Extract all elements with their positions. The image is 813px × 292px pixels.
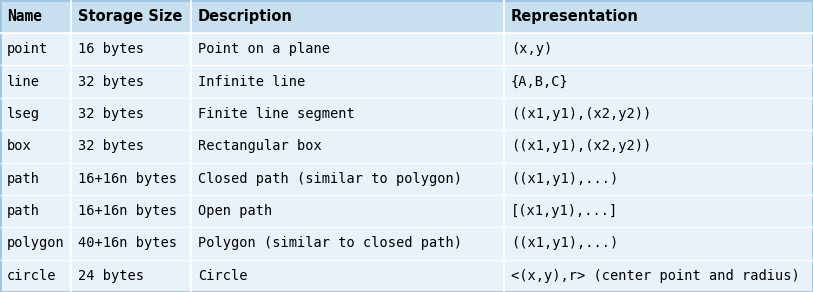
Text: Polygon (similar to closed path): Polygon (similar to closed path) (198, 237, 462, 251)
Text: line: line (7, 74, 40, 88)
Bar (504, 33, 813, 65)
Text: Closed path (similar to polygon): Closed path (similar to polygon) (198, 172, 462, 186)
Bar (0, 130, 71, 163)
Text: polygon: polygon (7, 237, 65, 251)
Text: Infinite line: Infinite line (198, 74, 306, 88)
Bar (71, 195, 191, 227)
Bar (0, 260, 71, 292)
Bar (504, 98, 813, 130)
Bar (71, 65, 191, 98)
Bar (0, 98, 71, 130)
Text: 24 bytes: 24 bytes (78, 269, 144, 283)
Text: lseg: lseg (7, 107, 40, 121)
Text: Point on a plane: Point on a plane (198, 42, 330, 56)
Text: ((x1,y1),...): ((x1,y1),...) (511, 172, 619, 186)
Bar (504, 163, 813, 195)
Bar (0, 0, 71, 33)
Bar (71, 260, 191, 292)
Text: circle: circle (7, 269, 56, 283)
Bar (191, 33, 504, 65)
Bar (191, 98, 504, 130)
Bar (71, 130, 191, 163)
Bar (71, 33, 191, 65)
Text: (x,y): (x,y) (511, 42, 552, 56)
Text: 40+16n bytes: 40+16n bytes (78, 237, 176, 251)
Text: path: path (7, 172, 40, 186)
Text: 32 bytes: 32 bytes (78, 139, 144, 153)
Text: Rectangular box: Rectangular box (198, 139, 322, 153)
Bar (0, 227, 71, 260)
Bar (191, 65, 504, 98)
Text: Description: Description (198, 9, 293, 24)
Text: path: path (7, 204, 40, 218)
Bar (71, 163, 191, 195)
Text: <(x,y),r> (center point and radius): <(x,y),r> (center point and radius) (511, 269, 800, 283)
Text: Storage Size: Storage Size (78, 9, 182, 24)
Text: box: box (7, 139, 32, 153)
Bar (0, 163, 71, 195)
Bar (0, 195, 71, 227)
Text: {A,B,C}: {A,B,C} (511, 74, 569, 88)
Bar (504, 130, 813, 163)
Bar (504, 195, 813, 227)
Bar (504, 227, 813, 260)
Text: 16+16n bytes: 16+16n bytes (78, 172, 176, 186)
Bar (0, 65, 71, 98)
Bar (191, 130, 504, 163)
Bar (191, 163, 504, 195)
Bar (191, 195, 504, 227)
Bar (191, 0, 504, 33)
Text: point: point (7, 42, 48, 56)
Text: Representation: Representation (511, 9, 639, 24)
Text: ((x1,y1),...): ((x1,y1),...) (511, 237, 619, 251)
Text: 16+16n bytes: 16+16n bytes (78, 204, 176, 218)
Text: ((x1,y1),(x2,y2)): ((x1,y1),(x2,y2)) (511, 139, 651, 153)
Bar (191, 260, 504, 292)
Bar (0, 33, 71, 65)
Text: ((x1,y1),(x2,y2)): ((x1,y1),(x2,y2)) (511, 107, 651, 121)
Bar (191, 227, 504, 260)
Text: 32 bytes: 32 bytes (78, 74, 144, 88)
Text: Name: Name (7, 9, 42, 24)
Text: Finite line segment: Finite line segment (198, 107, 354, 121)
Bar (71, 98, 191, 130)
Text: 16 bytes: 16 bytes (78, 42, 144, 56)
Text: [(x1,y1),...]: [(x1,y1),...] (511, 204, 619, 218)
Text: 32 bytes: 32 bytes (78, 107, 144, 121)
Bar (71, 227, 191, 260)
Text: Circle: Circle (198, 269, 247, 283)
Text: Open path: Open path (198, 204, 272, 218)
Bar (504, 65, 813, 98)
Bar (71, 0, 191, 33)
Bar (504, 0, 813, 33)
Bar (504, 260, 813, 292)
